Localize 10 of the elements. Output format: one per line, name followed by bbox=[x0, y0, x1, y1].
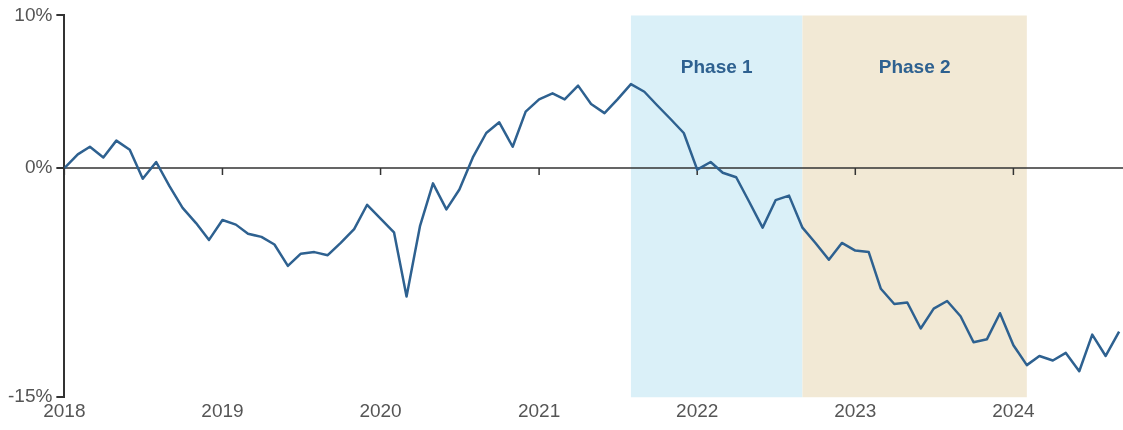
x-tick-label: 2021 bbox=[517, 399, 561, 421]
band-label: Phase 2 bbox=[878, 55, 951, 77]
x-tick-label: 2024 bbox=[992, 399, 1035, 421]
x-tick-label: 2020 bbox=[359, 399, 402, 421]
x-tick-label: 2019 bbox=[201, 399, 244, 421]
band-label: Phase 1 bbox=[680, 55, 754, 77]
x-tick-label: 2022 bbox=[676, 399, 719, 421]
y-tick-label: 0% bbox=[24, 156, 53, 178]
y-tick-label: 10% bbox=[14, 3, 53, 25]
x-tick-label: 2023 bbox=[834, 399, 877, 421]
